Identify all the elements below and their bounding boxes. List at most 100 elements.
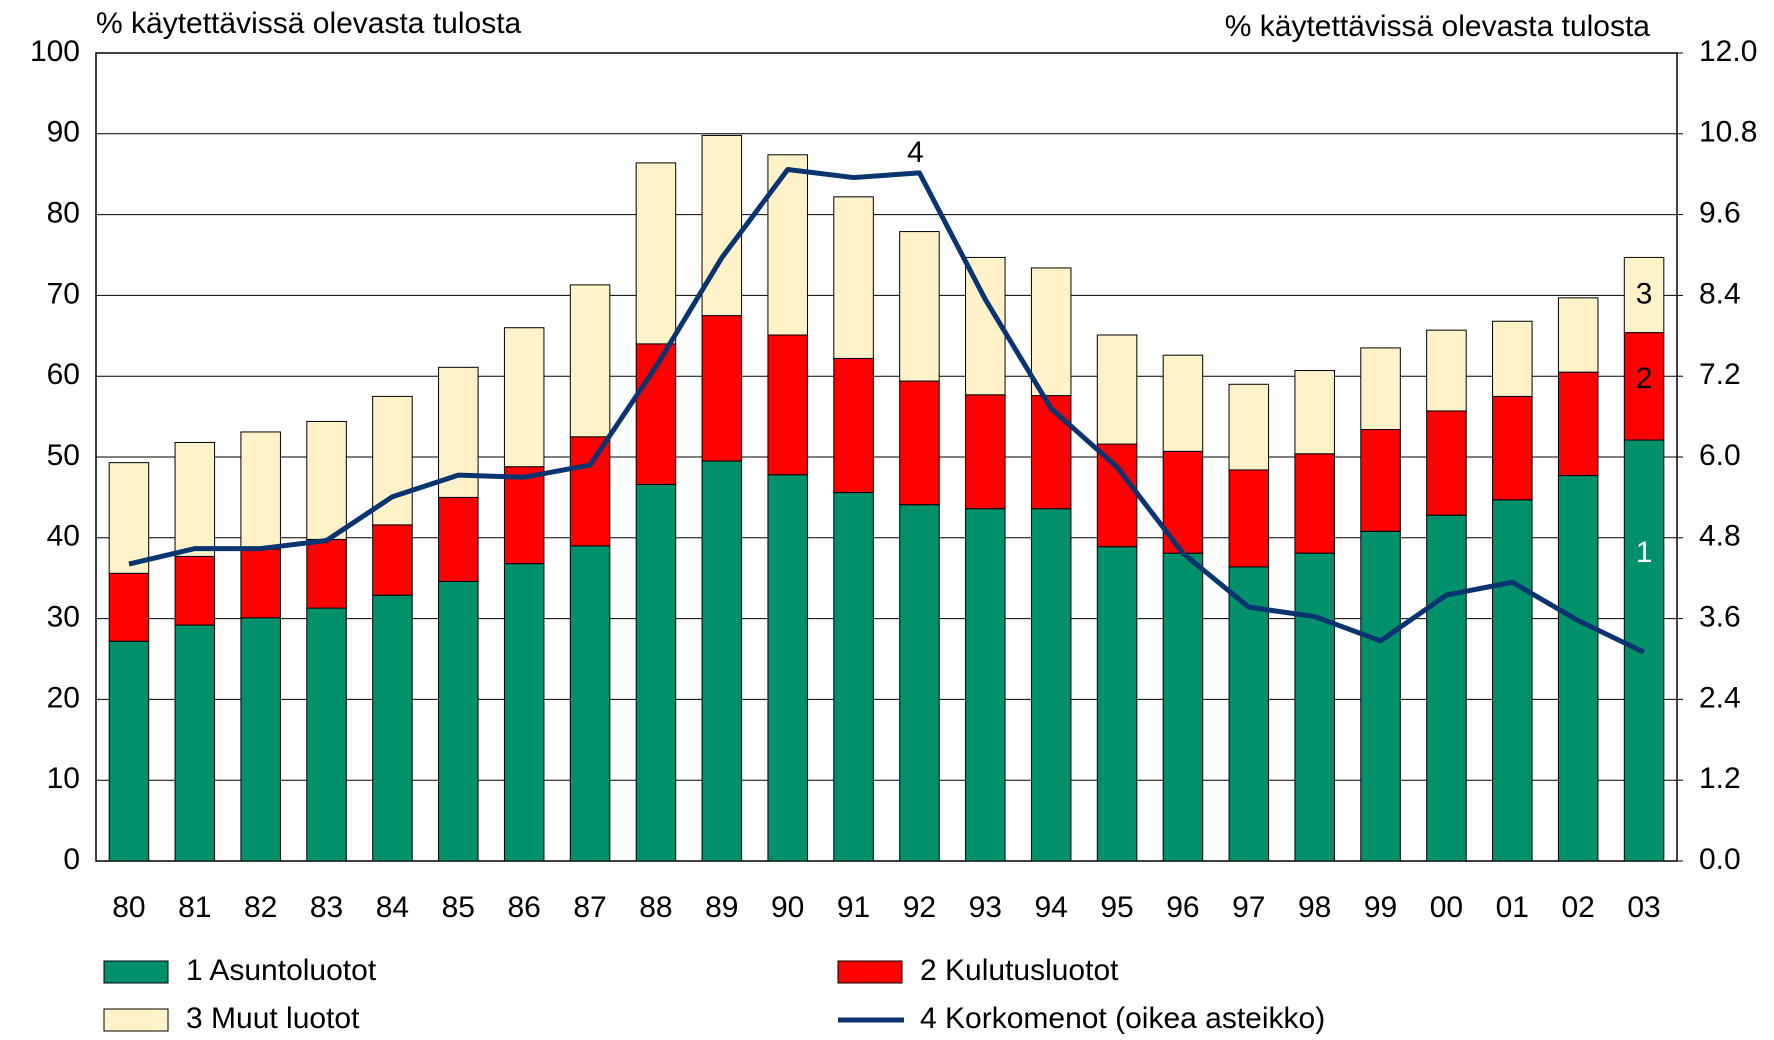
x-tick-label: 85 <box>442 891 475 924</box>
bar-segment <box>1294 370 1335 455</box>
bar-segment <box>1426 329 1467 412</box>
legend-swatch <box>837 960 903 984</box>
bar-segment <box>1096 443 1138 548</box>
x-tick-label: 95 <box>1100 891 1133 924</box>
bar-segment <box>833 196 874 359</box>
y-tick-label: 80 <box>47 197 80 230</box>
y-axis-label: % käytettävissä olevasta tulosta <box>96 7 522 40</box>
bar-segment <box>174 441 216 557</box>
bar-segment <box>1096 334 1138 445</box>
annotation: 4 <box>907 136 924 169</box>
bar-segment <box>240 431 281 550</box>
bar-segment <box>1294 552 1335 862</box>
bar-segment <box>306 607 347 862</box>
bar-segment <box>569 284 611 438</box>
plot-frame <box>95 52 1678 862</box>
y-tick-label: 10 <box>47 762 80 795</box>
x-tick-label: 89 <box>705 891 738 924</box>
x-tick-label: 86 <box>508 891 541 924</box>
legend-label: 4 Korkomenot (oikea asteikko) <box>920 1002 1325 1035</box>
y2-tick-label: 8.4 <box>1699 277 1741 310</box>
x-tick-label: 92 <box>903 891 936 924</box>
bar-segment <box>767 154 808 336</box>
bar-segment <box>767 474 808 862</box>
y2-tick-label: 4.8 <box>1699 520 1741 553</box>
y-tick-label: 40 <box>47 520 80 553</box>
x-tick-label: 91 <box>837 891 870 924</box>
y2-tick-label: 1.2 <box>1699 762 1741 795</box>
x-tick-label: 90 <box>771 891 804 924</box>
bar-segment <box>1492 395 1533 501</box>
y-tick-label: 30 <box>47 601 80 634</box>
bar-segment <box>1557 475 1599 862</box>
y2-axis-label: % käytettävissä olevasta tulosta <box>1225 10 1651 43</box>
bar-segment <box>1030 267 1072 397</box>
bar-segment <box>635 483 677 862</box>
legend-label: 3 Muut luotot <box>186 1002 360 1035</box>
bar-segment <box>1030 508 1072 862</box>
x-tick-label: 03 <box>1627 891 1660 924</box>
bar-segment <box>240 548 281 619</box>
bar-segment <box>1426 410 1467 516</box>
legend-swatch <box>103 960 169 984</box>
y2-tick-label: 9.6 <box>1699 197 1741 230</box>
bar-segment <box>767 334 808 476</box>
bar-segment <box>372 594 413 862</box>
bar-segment <box>306 538 347 609</box>
annotation: 3 <box>1636 277 1653 310</box>
x-tick-label: 88 <box>639 891 672 924</box>
bar-segment <box>1492 320 1533 397</box>
bar-segment <box>1360 429 1401 532</box>
legend-label: 2 Kulutusluotot <box>920 954 1119 987</box>
legend-label: 1 Asuntoluotot <box>186 954 377 987</box>
bar-segment <box>438 496 479 582</box>
y2-tick-label: 7.2 <box>1699 358 1741 391</box>
bar-segment <box>1360 347 1401 431</box>
y-tick-label: 70 <box>47 277 80 310</box>
y2-tick-label: 0.0 <box>1699 843 1741 876</box>
bar-segment <box>174 624 216 862</box>
bar-segment <box>701 134 743 317</box>
line <box>128 166 1646 655</box>
bar-segment <box>965 508 1006 862</box>
y-tick-label: 0 <box>63 843 80 876</box>
x-tick-label: 98 <box>1298 891 1331 924</box>
bar-segment <box>503 563 545 862</box>
bar-segment <box>1162 354 1204 452</box>
y-tick-label: 60 <box>47 358 80 391</box>
bar-segment <box>240 617 281 862</box>
bar-segment <box>1162 552 1204 862</box>
bar-segment <box>174 555 216 626</box>
bar-segment <box>965 394 1006 510</box>
bar-segment <box>899 380 940 506</box>
bar-segment <box>899 504 940 862</box>
bar-segment <box>833 357 874 494</box>
x-tick-label: 81 <box>178 891 211 924</box>
bar-segment <box>899 231 940 382</box>
y2-tick-label: 10.8 <box>1699 116 1757 149</box>
x-tick-label: 82 <box>244 891 277 924</box>
bar-segment <box>108 640 150 862</box>
x-tick-label: 97 <box>1232 891 1265 924</box>
bar-segment <box>306 420 347 540</box>
bar-segment <box>1623 332 1665 441</box>
annotation: 1 <box>1636 536 1653 569</box>
bar-segment <box>1030 395 1072 510</box>
bar-segment <box>1426 514 1467 862</box>
bar-segment <box>1492 499 1533 862</box>
x-tick-label: 87 <box>573 891 606 924</box>
y2-tick-label: 6.0 <box>1699 439 1741 472</box>
bar-segment <box>1557 297 1599 373</box>
bar-segment <box>569 436 611 547</box>
x-tick-label: 01 <box>1496 891 1529 924</box>
x-tick-label: 93 <box>969 891 1002 924</box>
x-tick-label: 94 <box>1035 891 1068 924</box>
bar-segment <box>1623 256 1665 334</box>
bar-segment <box>833 492 874 862</box>
x-tick-label: 84 <box>376 891 409 924</box>
y2-tick-label: 3.6 <box>1699 601 1741 634</box>
bar-segment <box>438 580 479 862</box>
bar-segment <box>1294 453 1335 554</box>
y-tick-label: 90 <box>47 116 80 149</box>
